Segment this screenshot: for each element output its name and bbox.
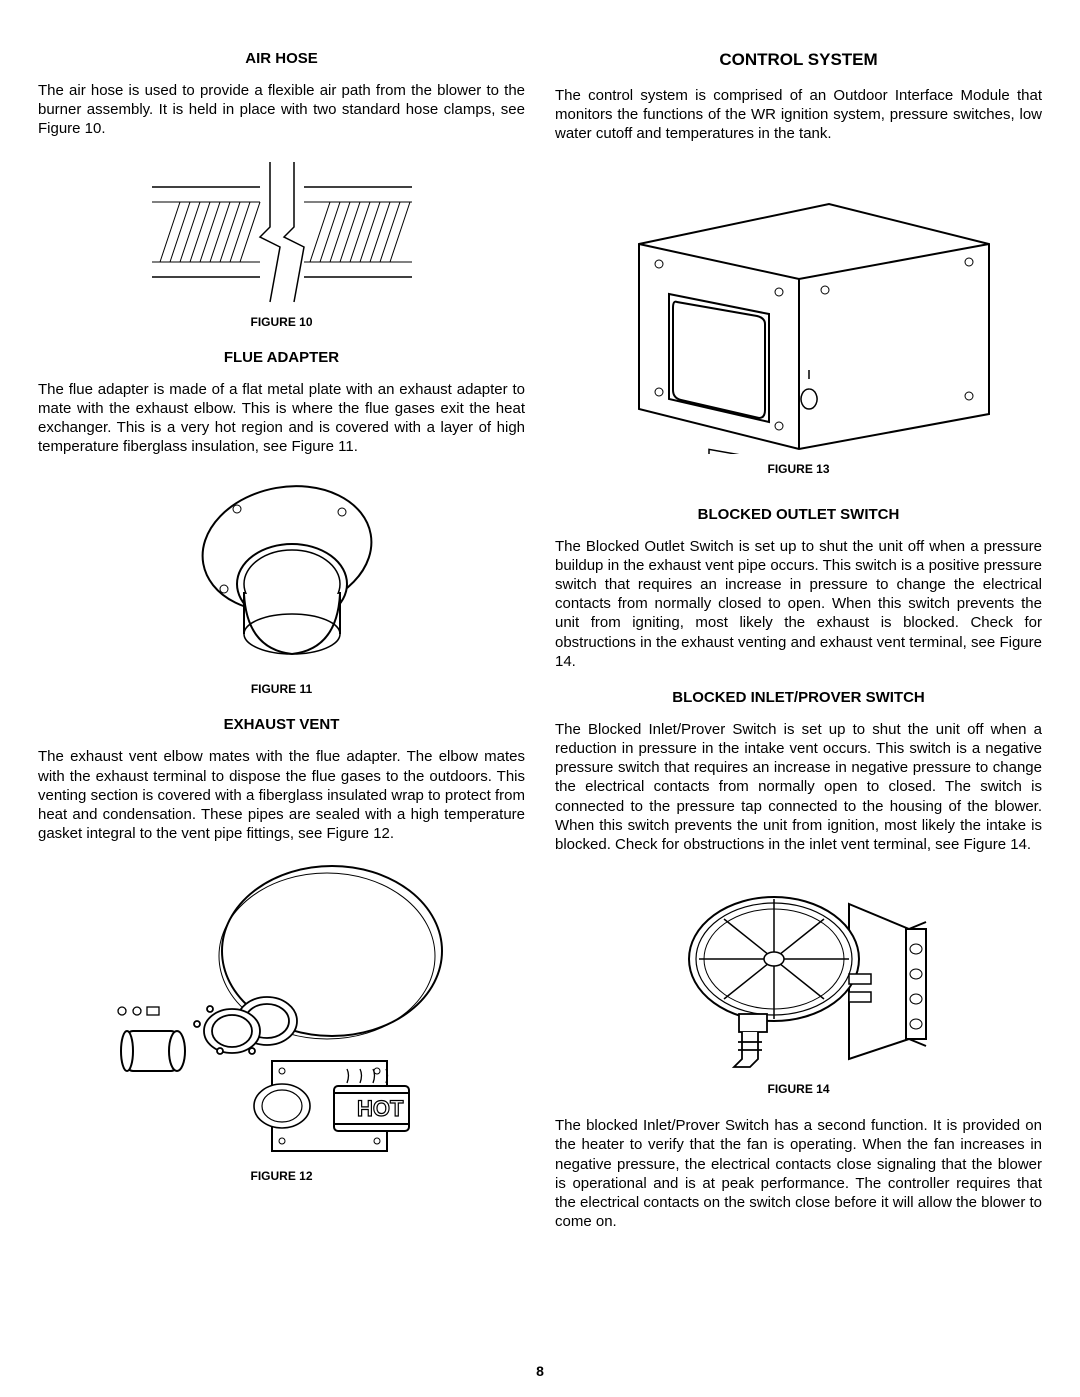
- figure-11: FIGURE 11: [38, 474, 525, 696]
- flue-adapter-heading: FLUE ADAPTER: [38, 349, 525, 366]
- figure-12: HOT FIGURE 12: [38, 861, 525, 1183]
- pressure-switch-diagram: [654, 874, 944, 1074]
- blocked-outlet-body: The Blocked Outlet Switch is set up to s…: [555, 537, 1042, 671]
- exhaust-vent-body: The exhaust vent elbow mates with the fl…: [38, 747, 525, 843]
- air-hose-heading: AIR HOSE: [38, 50, 525, 67]
- control-module-diagram: [599, 174, 999, 454]
- exhaust-vent-heading: EXHAUST VENT: [38, 716, 525, 733]
- right-column: CONTROL SYSTEM The control system is com…: [555, 50, 1042, 1249]
- svg-text:HOT: HOT: [357, 1096, 404, 1121]
- figure-12-label: FIGURE 12: [250, 1169, 312, 1183]
- blocked-inlet-body: The Blocked Inlet/Prover Switch is set u…: [555, 720, 1042, 854]
- air-hose-body: The air hose is used to provide a flexib…: [38, 81, 525, 139]
- figure-13-label: FIGURE 13: [767, 462, 829, 476]
- left-column: AIR HOSE The air hose is used to provide…: [38, 50, 525, 1249]
- closing-para: The blocked Inlet/Prover Switch has a se…: [555, 1116, 1042, 1231]
- blocked-inlet-heading: BLOCKED INLET/PROVER SWITCH: [555, 689, 1042, 706]
- control-system-intro: The control system is comprised of an Ou…: [555, 86, 1042, 144]
- page-number: 8: [0, 1363, 1080, 1379]
- blocked-outlet-heading: BLOCKED OUTLET SWITCH: [555, 506, 1042, 523]
- air-hose-diagram: [152, 157, 412, 307]
- control-system-heading: CONTROL SYSTEM: [555, 50, 1042, 70]
- figure-13: FIGURE 13: [555, 174, 1042, 476]
- figure-14: FIGURE 14: [555, 874, 1042, 1096]
- figure-11-label: FIGURE 11: [251, 682, 312, 696]
- flue-adapter-body: The flue adapter is made of a flat metal…: [38, 380, 525, 457]
- figure-10-label: FIGURE 10: [250, 315, 312, 329]
- figure-14-label: FIGURE 14: [767, 1082, 829, 1096]
- exhaust-vent-diagram: HOT: [102, 861, 462, 1161]
- flue-adapter-diagram: [182, 474, 382, 674]
- figure-10: FIGURE 10: [38, 157, 525, 329]
